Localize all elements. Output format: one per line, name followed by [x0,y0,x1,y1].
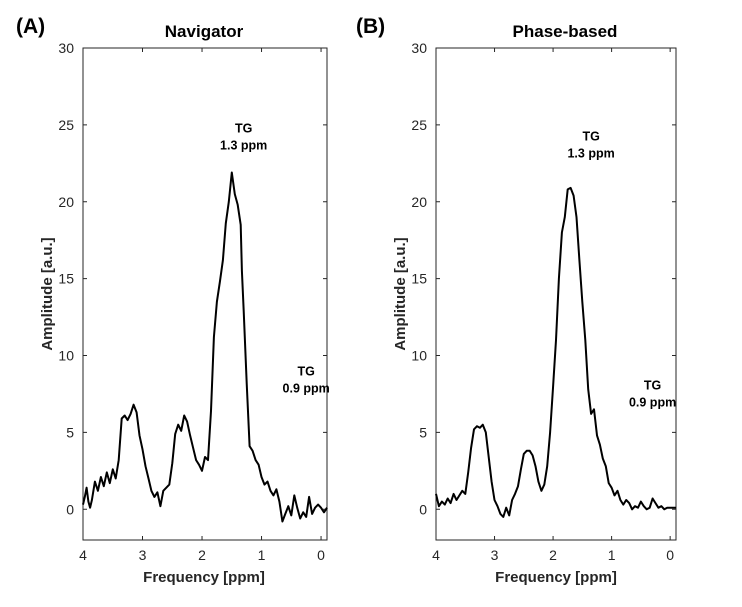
y-tick-label: 5 [66,424,74,440]
x-axis-label-b: Frequency [ppm] [495,569,617,586]
annotation-label: TG [235,122,252,136]
annotation-label: TG [582,129,599,143]
y-axis-label-b: Amplitude [a.u.] [392,237,409,350]
annotation-label: 1.3 ppm [567,146,614,160]
y-ticks-b: 0 5 10 15 20 25 30 [411,40,676,517]
x-tick-label: 0 [666,547,674,563]
y-tick-label: 30 [58,40,74,56]
y-ticks-a: 0 5 10 15 20 25 30 [58,40,327,517]
y-tick-label: 0 [66,501,74,517]
x-ticks-a: 4 3 2 1 0 [79,48,325,563]
y-tick-label: 20 [411,194,427,210]
y-tick-label: 25 [58,117,74,133]
y-tick-label: 0 [419,501,427,517]
y-tick-label: 20 [58,194,74,210]
y-tick-label: 30 [411,40,427,56]
plot-frame-b [435,47,677,541]
x-tick-label: 4 [79,547,87,563]
panel-label-a: (A) [16,15,45,38]
spectrum-line-navigator [82,171,328,523]
x-ticks-b: 4 3 2 1 0 [432,48,674,563]
x-tick-label: 3 [491,547,499,563]
annotation-label: 0.9 ppm [283,381,330,395]
y-tick-label: 5 [419,424,427,440]
plot-frame-a [82,47,328,541]
x-tick-label: 1 [258,547,266,563]
x-tick-label: 1 [608,547,616,563]
y-tick-label: 10 [58,348,74,364]
annotation-label: 0.9 ppm [629,395,676,409]
x-tick-label: 0 [317,547,325,563]
annotation-label: TG [297,364,314,378]
annotation-label: TG [644,378,661,392]
x-tick-label: 4 [432,547,440,563]
annotation-label: 1.3 ppm [220,139,267,153]
y-tick-label: 10 [411,348,427,364]
annotations-b: TG 1.3 ppm TG 0.9 ppm [567,129,676,409]
y-tick-label: 25 [411,117,427,133]
y-tick-label: 15 [411,271,427,287]
chart-title-a: Navigator [165,22,244,41]
x-tick-label: 2 [549,547,557,563]
annotations-a: TG 1.3 ppm TG 0.9 ppm [220,122,330,396]
y-tick-label: 15 [58,271,74,287]
y-axis-label-a: Amplitude [a.u.] [39,237,56,350]
spectrum-line-phase-based [435,186,676,518]
x-axis-label-a: Frequency [ppm] [143,569,265,586]
x-tick-label: 2 [198,547,206,563]
chart-title-b: Phase-based [513,22,618,41]
x-tick-label: 3 [139,547,147,563]
panel-label-b: (B) [356,15,385,38]
